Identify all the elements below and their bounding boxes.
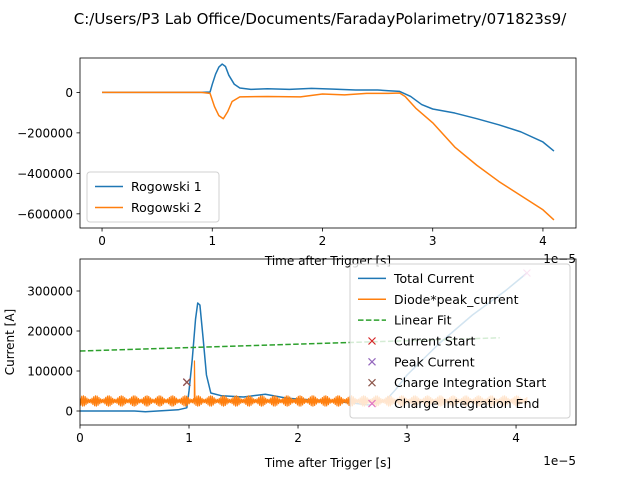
legend-entry: Rogowski 1	[95, 179, 202, 194]
top-subplot-ticks: 0 1 2 3 4 0 −200000 −400000 −600000	[17, 86, 547, 248]
y-tick-label: −600000	[17, 207, 73, 221]
legend-label: Charge Integration Start	[394, 375, 546, 390]
x-tick-label: 1	[208, 234, 216, 248]
x-tick-label: 1	[185, 431, 193, 445]
figure-suptitle: C:/Users/P3 Lab Office/Documents/Faraday…	[74, 10, 567, 28]
y-tick-label: 0	[65, 86, 73, 100]
legend-box	[349, 263, 571, 419]
x-tick-label: 4	[512, 431, 520, 445]
legend-entry: Rogowski 2	[95, 200, 202, 215]
legend-handle	[368, 399, 376, 408]
series-line-rogowski-2	[102, 91, 555, 221]
y-tick-label: 300000	[27, 285, 73, 299]
x-tick-label: 4	[539, 234, 547, 248]
x-tick-label: 3	[429, 234, 437, 248]
marker-charge-integration-start	[182, 378, 191, 387]
x-tick-label: 0	[76, 431, 84, 445]
legend-label: Total Current	[393, 271, 474, 286]
x-tick-label: 2	[319, 234, 327, 248]
x-tick-label: 3	[403, 431, 411, 445]
bottom-subplot-legend: Total Current Diode*peak_current Linear Fi…	[349, 263, 571, 419]
legend-label: Rogowski 2	[131, 200, 202, 215]
legend-label: Peak Current	[394, 354, 475, 369]
legend-label: Current Start	[394, 334, 476, 349]
legend-entry: Diode*peak_current	[358, 292, 519, 307]
legend-handle	[368, 337, 376, 345]
top-subplot-frame	[79, 57, 577, 229]
legend-label: Diode*peak_current	[394, 292, 519, 307]
legend-entry: Peak Current	[368, 354, 475, 369]
legend-label: Charge Integration End	[394, 396, 539, 411]
legend-entry: Total Current	[358, 271, 474, 286]
y-tick-label: 100000	[27, 365, 73, 379]
legend-handle	[368, 357, 376, 366]
series-line-rogowski-1	[102, 63, 555, 152]
x-tick-label: 2	[294, 431, 302, 445]
legend-label: Linear Fit	[394, 313, 452, 328]
legend-entry: Charge Integration End	[368, 396, 539, 411]
bottom-subplot-y-axis-label: Current [A]	[3, 309, 17, 375]
legend-entry: Linear Fit	[358, 313, 452, 328]
x-tick-label: 0	[98, 234, 106, 248]
bottom-subplot-x-axis-label: Time after Trigger [s]	[264, 456, 391, 470]
legend-label: Rogowski 1	[131, 179, 202, 194]
y-tick-label: 0	[65, 405, 73, 419]
top-subplot-series	[102, 63, 555, 221]
legend-handle	[368, 378, 376, 387]
bottom-subplot-frame	[79, 258, 577, 426]
top-subplot: 0 1 2 3 40−200000−400000−600000 Time after T…	[17, 57, 577, 268]
y-tick-label: 200000	[27, 325, 73, 339]
legend-entry: Charge Integration Start	[368, 375, 546, 390]
bottom-subplot-ticks: 0 1 2 3 4 0 100000 200000 300000	[27, 285, 520, 446]
legend-box	[86, 171, 220, 223]
bottom-subplot: 0 1 2 3 4 0 100000 200000 300000 Time after Trig…	[3, 258, 577, 470]
top-subplot-legend: Rogowski 1 Rogowski 2	[86, 171, 220, 223]
legend-entry: Current Start	[368, 334, 476, 349]
y-tick-label: −200000	[17, 126, 73, 140]
y-tick-label: −400000	[17, 167, 73, 181]
bottom-subplot-x-offset-text: 1e−5	[543, 454, 576, 468]
